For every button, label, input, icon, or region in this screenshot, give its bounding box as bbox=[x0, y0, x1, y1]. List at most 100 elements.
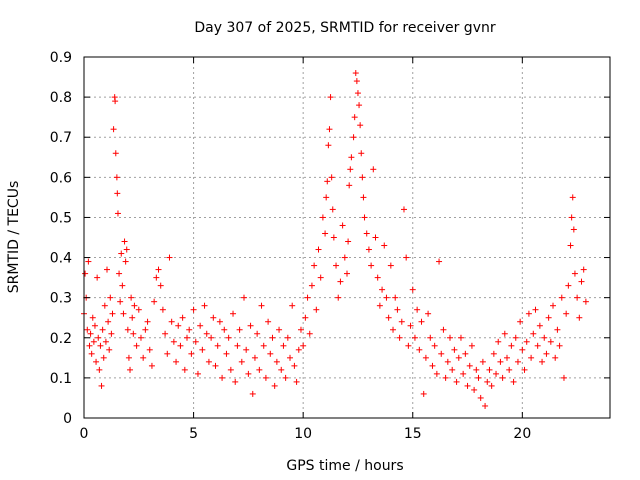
data-point bbox=[433, 370, 440, 377]
data-point bbox=[563, 310, 570, 317]
data-point bbox=[170, 338, 177, 345]
data-point bbox=[394, 306, 401, 313]
data-point bbox=[168, 318, 175, 325]
data-point bbox=[517, 318, 524, 325]
data-point bbox=[462, 350, 469, 357]
data-point bbox=[119, 282, 126, 289]
data-point bbox=[230, 310, 237, 317]
data-point bbox=[317, 274, 324, 281]
data-point bbox=[227, 366, 234, 373]
data-point bbox=[89, 314, 96, 321]
data-point bbox=[357, 122, 364, 129]
data-point bbox=[345, 238, 352, 245]
data-point bbox=[84, 326, 91, 333]
data-point bbox=[112, 150, 119, 157]
data-point bbox=[427, 334, 434, 341]
data-point bbox=[385, 314, 392, 321]
data-point bbox=[269, 334, 276, 341]
data-point bbox=[142, 326, 149, 333]
data-point bbox=[400, 206, 407, 213]
data-point bbox=[99, 326, 106, 333]
data-point bbox=[232, 378, 239, 385]
data-point bbox=[85, 258, 92, 265]
data-point bbox=[105, 318, 112, 325]
data-point bbox=[86, 342, 93, 349]
data-point bbox=[114, 210, 121, 217]
data-point bbox=[82, 270, 89, 277]
data-point bbox=[186, 326, 193, 333]
data-point bbox=[98, 382, 105, 389]
data-point bbox=[108, 330, 115, 337]
data-point bbox=[554, 326, 561, 333]
data-point bbox=[289, 302, 296, 309]
data-point bbox=[300, 342, 307, 349]
data-point bbox=[444, 358, 451, 365]
data-point bbox=[104, 266, 111, 273]
data-point bbox=[267, 350, 274, 357]
data-point bbox=[329, 206, 336, 213]
y-tick-label: 0.3 bbox=[50, 291, 72, 307]
data-point bbox=[519, 346, 526, 353]
data-point bbox=[506, 366, 513, 373]
data-point bbox=[471, 386, 478, 393]
data-point bbox=[346, 182, 353, 189]
data-point bbox=[137, 334, 144, 341]
data-point bbox=[164, 350, 171, 357]
data-point bbox=[571, 270, 578, 277]
data-point bbox=[225, 334, 232, 341]
data-point bbox=[353, 78, 360, 85]
data-point bbox=[284, 334, 291, 341]
data-point bbox=[91, 322, 98, 329]
data-point bbox=[106, 346, 113, 353]
data-point bbox=[175, 322, 182, 329]
data-point bbox=[100, 354, 107, 361]
data-point bbox=[107, 294, 114, 301]
data-point bbox=[447, 334, 454, 341]
data-point bbox=[568, 214, 575, 221]
data-point bbox=[212, 362, 219, 369]
data-point bbox=[93, 358, 100, 365]
data-point bbox=[326, 126, 333, 133]
y-tick-label: 0.1 bbox=[50, 371, 72, 387]
data-point bbox=[234, 342, 241, 349]
data-point bbox=[127, 366, 134, 373]
data-point bbox=[177, 342, 184, 349]
data-point bbox=[438, 350, 445, 357]
data-point bbox=[96, 366, 103, 373]
data-point bbox=[199, 346, 206, 353]
data-point bbox=[514, 358, 521, 365]
data-point bbox=[302, 314, 309, 321]
data-point bbox=[361, 214, 368, 221]
data-point bbox=[306, 330, 313, 337]
y-tick-label: 0.9 bbox=[50, 50, 72, 66]
data-point bbox=[123, 246, 130, 253]
data-point bbox=[484, 378, 491, 385]
data-point bbox=[381, 242, 388, 249]
data-point bbox=[151, 298, 158, 305]
data-point bbox=[440, 326, 447, 333]
data-point bbox=[295, 346, 302, 353]
data-point bbox=[475, 374, 482, 381]
data-point bbox=[578, 278, 585, 285]
data-point bbox=[109, 310, 116, 317]
data-point bbox=[512, 334, 519, 341]
data-point bbox=[403, 254, 410, 261]
data-point bbox=[117, 298, 124, 305]
data-point bbox=[243, 346, 250, 353]
data-point bbox=[291, 362, 298, 369]
data-point bbox=[159, 306, 166, 313]
data-point bbox=[256, 366, 263, 373]
y-axis-label: SRMTID / TECUs bbox=[6, 181, 22, 294]
data-point bbox=[521, 366, 528, 373]
data-point bbox=[457, 334, 464, 341]
data-point bbox=[420, 390, 427, 397]
data-point bbox=[201, 302, 208, 309]
axis-ticks: 0 0.1 0.2 0.3 0.4 0.5 0.6 0.7 0.8 0.9 0 5 10 15 20 bbox=[50, 50, 610, 442]
data-point bbox=[442, 374, 449, 381]
data-point bbox=[436, 258, 443, 265]
data-point bbox=[238, 358, 245, 365]
data-point bbox=[365, 246, 372, 253]
data-point bbox=[482, 402, 489, 409]
data-point bbox=[574, 294, 581, 301]
data-point bbox=[479, 358, 486, 365]
